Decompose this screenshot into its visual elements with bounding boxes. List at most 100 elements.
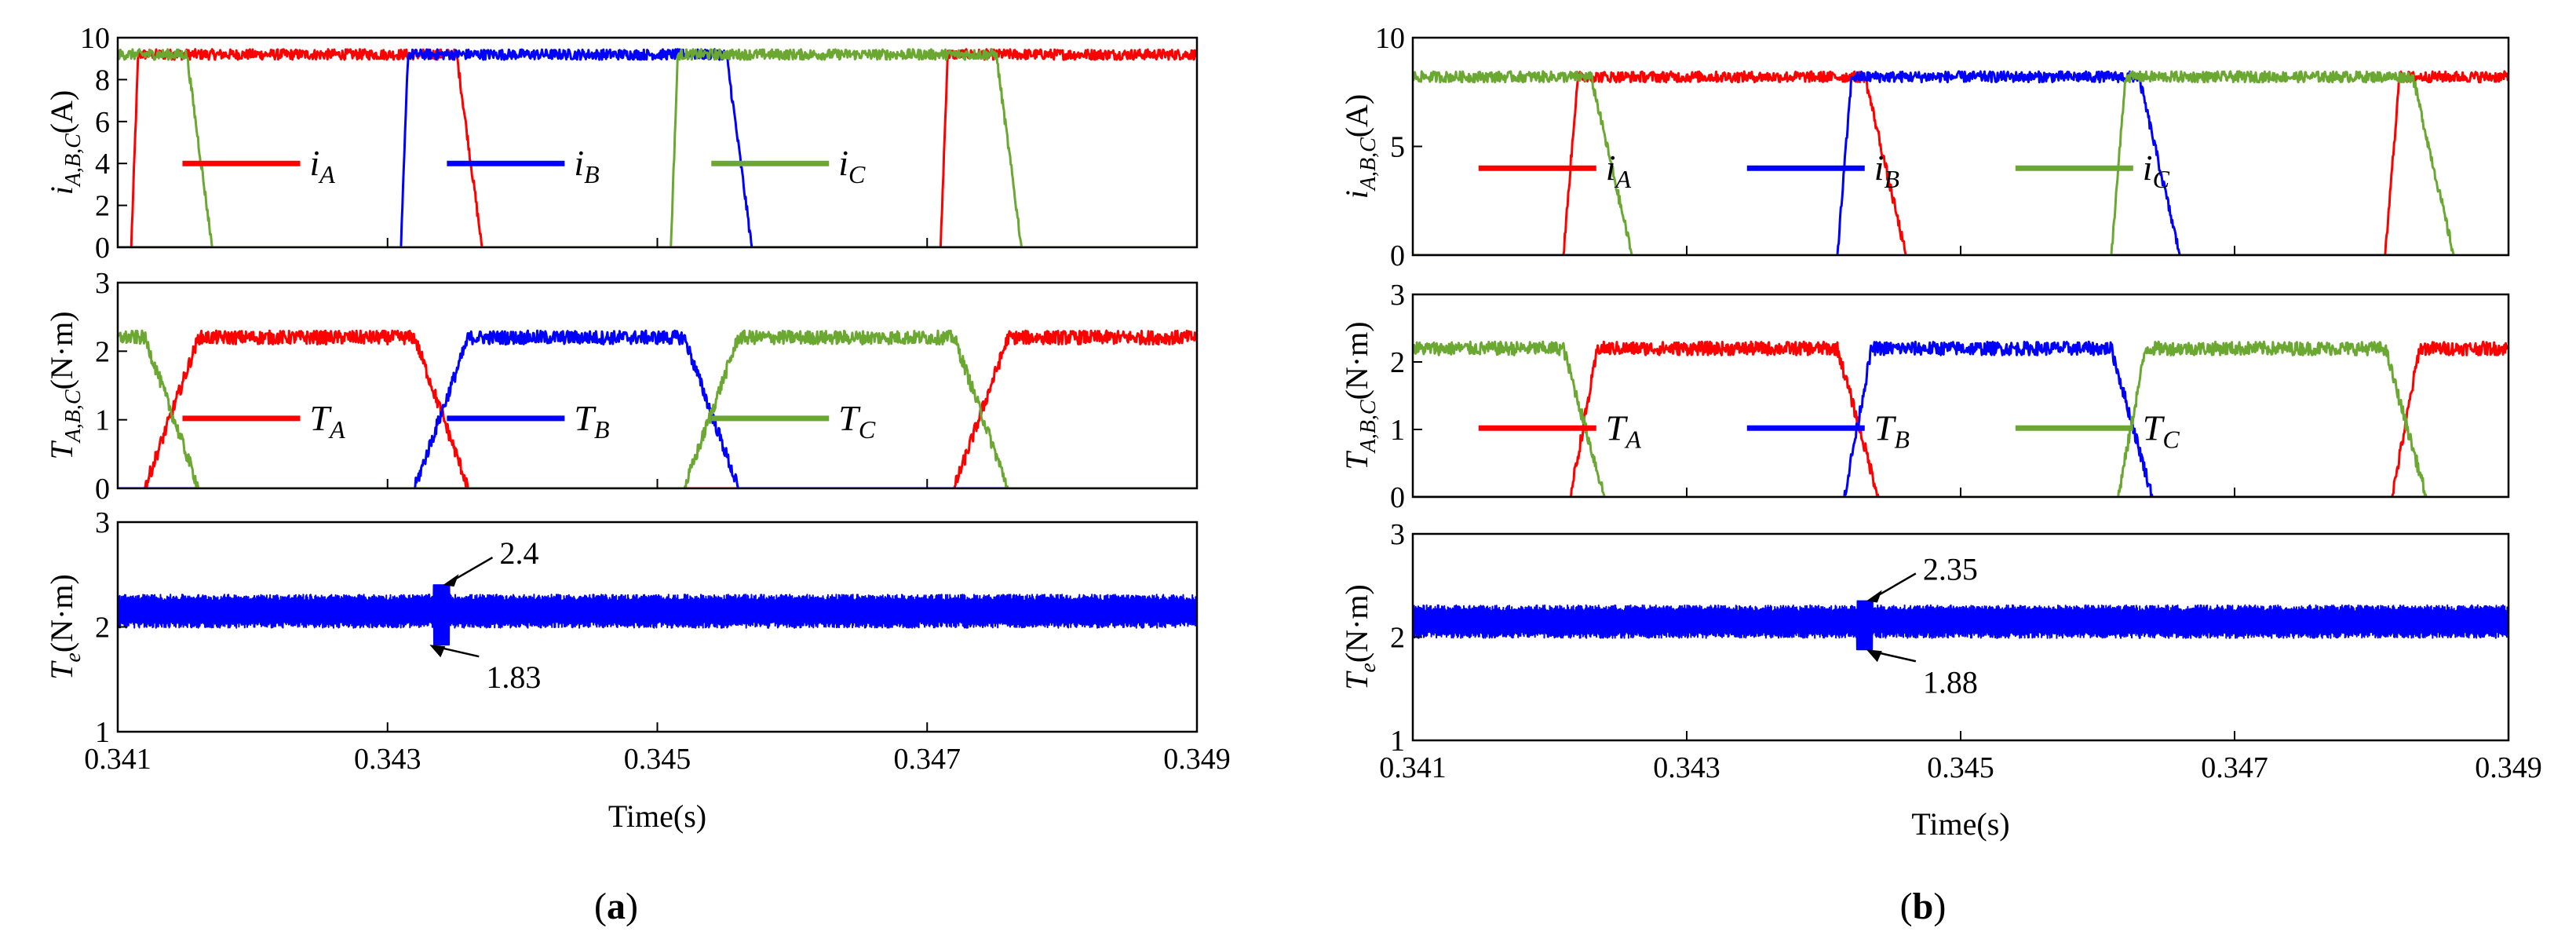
plot-area (1413, 340, 2508, 497)
arrow-head (429, 645, 446, 658)
y-tick-label: 3 (95, 506, 110, 539)
annotation-2-35: 2.35 (1923, 551, 1978, 586)
series-i-c (118, 48, 1197, 247)
series-t-c (1413, 340, 2508, 497)
legend-item-t-c: TC (2015, 407, 2180, 453)
series-t-a (1413, 340, 2508, 497)
legend-label: TB (1874, 407, 1910, 453)
series-t-c (118, 329, 1197, 488)
y-axis-label: Te(N·m) (44, 574, 86, 680)
legend-item-t-b: TB (1746, 407, 1910, 453)
legend-item-t-a: TA (182, 398, 346, 444)
y-axis-label: iA,B,C(A) (1339, 94, 1381, 199)
legend-label: iA (1606, 148, 1632, 193)
series-i-c (1413, 70, 2508, 255)
legend-item-i-c: iC (2015, 148, 2170, 193)
legend-item-i-b: iB (1746, 148, 1899, 193)
y-tick-label: 5 (1390, 131, 1405, 164)
x-tick-label: 0.349 (1163, 743, 1231, 776)
legend-label: TC (838, 398, 876, 444)
panel-total: 1 2 3 Te(N·m) 2.4 1.83 (44, 506, 1199, 749)
legend-label: iB (1874, 148, 1899, 193)
legend-label: TC (2143, 407, 2180, 453)
chart-a: 0 2 4 6 8 10 iA,B,C(A) iA iB iC 0 1 2 3 TA,B,C(N·m) TA T… (44, 22, 1231, 927)
series-i-a (1413, 70, 2508, 255)
x-tick-label: 0.343 (1653, 751, 1720, 784)
y-tick-label: 8 (95, 64, 110, 97)
series-t-b (1413, 340, 2508, 497)
y-tick-label: 1 (95, 404, 110, 437)
x-axis-label: Time(s) (1911, 806, 2009, 842)
annotation-1-88: 1.88 (1923, 664, 1978, 700)
series-i-a (118, 48, 1197, 247)
series-i-b (118, 48, 1197, 247)
y-tick-label: 0 (1390, 481, 1405, 514)
legend-item-t-c: TC (711, 398, 876, 444)
legend-label: iB (574, 143, 599, 188)
annotation-1-83: 1.83 (486, 660, 541, 695)
y-tick-label: 3 (1390, 518, 1405, 551)
legend-label: iC (2143, 148, 2170, 193)
panel-torque: 0 1 2 3 TA,B,C(N·m) TA TB TC (1339, 279, 2510, 514)
y-axis-label: Te(N·m) (1339, 584, 1381, 690)
y-axis-label: iA,B,C(A) (44, 90, 86, 195)
panel-current: 0 2 4 6 8 10 iA,B,C(A) iA iB iC (44, 22, 1199, 265)
y-tick-label: 2 (1390, 622, 1405, 655)
x-tick-label: 0.341 (1379, 751, 1447, 784)
subfigure-caption: (a) (594, 886, 638, 927)
legend-item-i-a: iA (182, 143, 336, 188)
arrow-head (1866, 590, 1882, 603)
legend-label: TB (574, 398, 609, 444)
x-tick-label: 0.347 (2201, 751, 2268, 784)
panel-total: 1 2 3 Te(N·m) 2.35 1.88 (1339, 518, 2510, 758)
x-axis-label: Time(s) (608, 798, 706, 834)
plot-area (118, 584, 1197, 646)
x-tick-label: 0.347 (894, 743, 961, 776)
y-tick-label: 10 (80, 22, 110, 55)
panel-frame (116, 36, 1199, 249)
legend-item-i-a: iA (1478, 148, 1632, 193)
panel-frame (1411, 36, 2510, 257)
y-tick-label: 2 (95, 335, 110, 368)
series-i-b (1413, 70, 2508, 255)
plot-area (1413, 70, 2508, 255)
x-tick-label: 0.343 (354, 743, 421, 776)
panel-current: 0 5 10 iA,B,C(A) iA iB iC (1339, 22, 2510, 272)
legend-item-i-b: iB (447, 143, 600, 188)
series-t-b (118, 329, 1197, 488)
y-tick-label: 2 (95, 612, 110, 645)
legend-label: iC (838, 143, 866, 188)
y-tick-label: 1 (1390, 414, 1405, 447)
plot-area (118, 329, 1197, 488)
y-tick-label: 1 (95, 716, 110, 749)
chart-b: 0 5 10 iA,B,C(A) iA iB iC 0 1 2 3 TA,B,C(N·m) TA TB TC… (1339, 22, 2542, 927)
y-tick-label: 3 (95, 267, 110, 300)
legend-label: iA (310, 143, 336, 188)
y-tick-label: 2 (95, 190, 110, 223)
series-t-a (118, 329, 1197, 488)
subfigure-caption: (b) (1900, 886, 1947, 927)
x-tick-label: 0.345 (1927, 751, 1994, 784)
legend-label: TA (1606, 407, 1642, 453)
y-tick-label: 3 (1390, 279, 1405, 312)
panel-frame (116, 281, 1199, 490)
legend-item-t-b: TB (447, 398, 610, 444)
y-tick-label: 2 (1390, 346, 1405, 379)
series-te (118, 584, 1197, 646)
legend-item-t-a: TA (1478, 407, 1642, 453)
y-tick-label: 0 (95, 232, 110, 265)
panel-frame (116, 521, 1199, 733)
y-tick-label: 0 (95, 473, 110, 506)
x-tick-label: 0.345 (624, 743, 691, 776)
panel-torque: 0 1 2 3 TA,B,C(N·m) TA TB TC (44, 267, 1199, 506)
legend-label: TA (310, 398, 346, 444)
y-tick-label: 0 (1390, 239, 1405, 272)
series-te (1413, 600, 2508, 651)
y-tick-label: 4 (95, 148, 110, 181)
arrow-head (1866, 649, 1882, 663)
arrow-head (443, 574, 459, 587)
plot-area (118, 48, 1197, 247)
x-tick-label: 0.341 (84, 743, 151, 776)
y-axis-label: TA,B,C(N·m) (44, 311, 86, 459)
